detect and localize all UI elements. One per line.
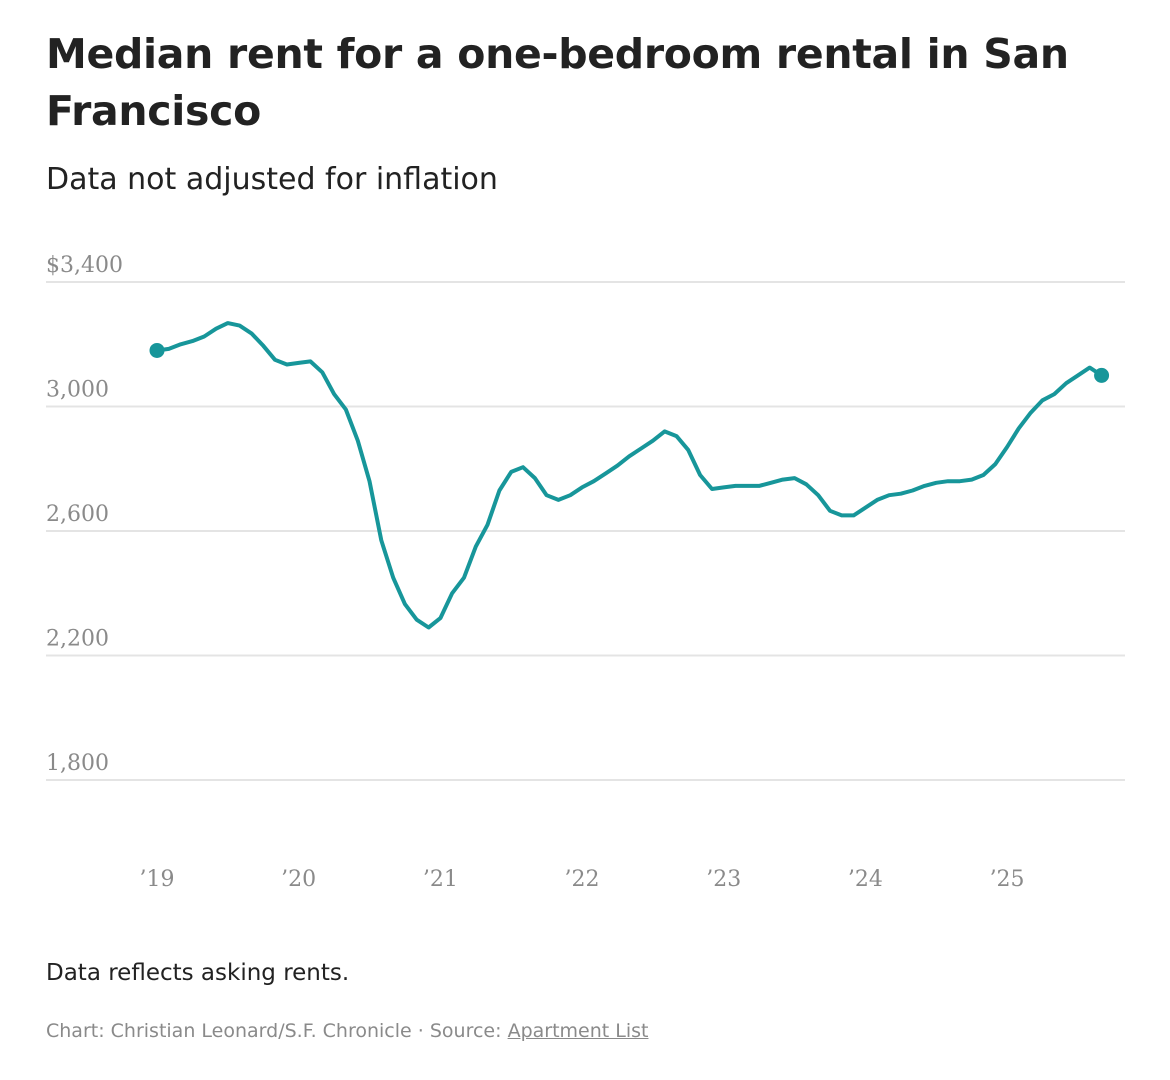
credit-author: Chart: Christian Leonard/S.F. Chronicle xyxy=(46,1020,412,1042)
credit-source-label: Source: xyxy=(429,1020,502,1042)
x-tick-label: ’19 xyxy=(140,867,175,892)
x-tick-label: ’20 xyxy=(281,867,316,892)
series-layer xyxy=(149,321,1110,630)
chart-note: Data reflects asking rents. xyxy=(46,960,350,986)
x-tick-label: ’25 xyxy=(990,867,1025,892)
chart-credit: Chart: Christian Leonard/S.F. Chronicle … xyxy=(46,1020,648,1042)
chart-subtitle: Data not adjusted for inflation xyxy=(46,162,498,197)
x-tick-label: ’23 xyxy=(706,867,741,892)
y-tick-label: 2,200 xyxy=(46,627,109,652)
x-tick-label: ’22 xyxy=(565,867,600,892)
y-tick-label: 3,000 xyxy=(46,378,109,403)
grid-lines xyxy=(46,281,1125,781)
end-point-marker xyxy=(1094,367,1110,383)
x-tick-label: ’24 xyxy=(848,867,883,892)
y-tick-label: $3,400 xyxy=(46,253,123,278)
y-tick-label: 1,800 xyxy=(46,751,109,776)
x-axis-ticks: ’19 ’20 ’21 ’22 ’23 ’24 ’25 xyxy=(140,867,1025,892)
source-link[interactable]: Apartment List xyxy=(507,1020,649,1042)
credit-separator: · xyxy=(417,1020,424,1042)
chart-title: Median rent for a one-bedroom rental in … xyxy=(46,30,1069,135)
y-axis-ticks: 1,800 2,200 2,600 3,000 $3,400 xyxy=(46,253,123,776)
series-line xyxy=(155,321,1104,630)
start-point-marker xyxy=(149,342,165,358)
y-tick-label: 2,600 xyxy=(46,502,109,527)
x-tick-label: ’21 xyxy=(423,867,458,892)
